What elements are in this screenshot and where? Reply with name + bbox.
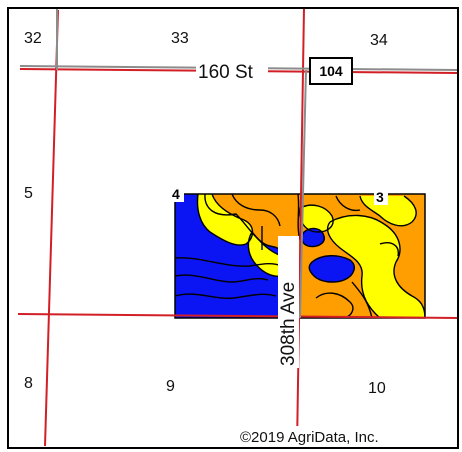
road-label-160-st: 160 St [198,62,254,83]
section-label-33: 33 [171,30,189,47]
route-shield-number: 104 [319,63,343,79]
soil-zone-blue[interactable] [301,228,325,247]
section-label-34: 34 [370,32,388,49]
soil-zone-blue[interactable] [309,255,355,283]
section-label-5: 5 [24,185,33,202]
road-label-308th-ave: 308th Ave [278,282,299,366]
soil-zone-yellow[interactable] [299,205,334,232]
section-label-10: 10 [368,380,386,397]
corner-label-backdrop [374,188,388,205]
corner-label-4: 4 [172,186,180,202]
section-label-32: 32 [24,30,42,47]
section-label-8: 8 [24,375,33,392]
road-label-backdrop [278,236,299,368]
copyright-credit: ©2019 AgriData, Inc. [240,429,379,446]
road-label-308th-ave-group: 308th Ave [278,236,299,368]
corner-label-3: 3 [376,189,384,205]
route-shield[interactable] [309,57,353,85]
soil-zone-yellow[interactable] [327,215,425,318]
map-frame [7,7,459,449]
credit-backdrop [238,426,456,446]
corner-label-backdrop [170,185,184,202]
road-label-backdrop [196,61,268,81]
section-label-9: 9 [166,378,175,395]
